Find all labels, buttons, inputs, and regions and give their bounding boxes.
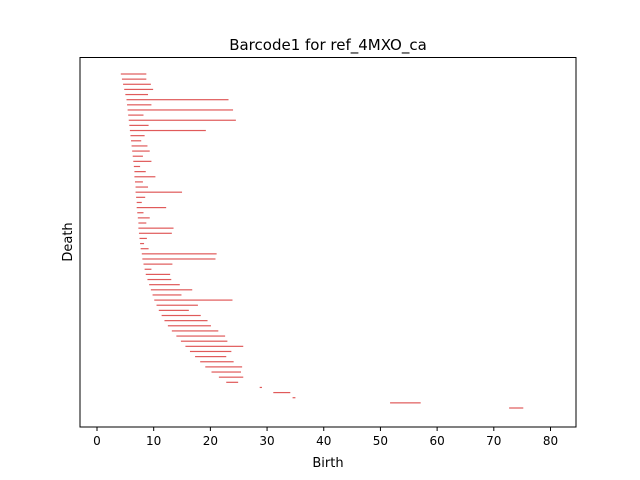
barcode-bar xyxy=(154,299,233,301)
barcode-bar xyxy=(127,104,152,106)
barcode-bar xyxy=(205,366,243,368)
barcode-bar xyxy=(124,88,154,91)
barcode-bar xyxy=(138,222,147,224)
barcode-bar xyxy=(136,196,146,198)
barcode-bar xyxy=(150,289,193,291)
barcode-bar xyxy=(176,335,226,337)
barcode-bar xyxy=(195,356,227,358)
x-tick-label: 80 xyxy=(543,434,558,448)
barcode-bar xyxy=(200,361,234,363)
barcode-bar xyxy=(211,371,241,373)
barcode-bar xyxy=(135,186,149,188)
barcode-bar xyxy=(189,350,232,353)
barcode-bar xyxy=(180,340,228,342)
barcode-bar xyxy=(126,99,229,101)
barcode-bar xyxy=(131,140,142,142)
barcode-bar xyxy=(130,135,145,137)
barcode-bar xyxy=(136,207,167,209)
barcode-bar xyxy=(140,242,145,245)
barcode-bar xyxy=(185,345,244,347)
barcode-bar xyxy=(161,314,201,317)
barcode-bar xyxy=(129,129,206,132)
barcode-bars xyxy=(120,73,524,409)
x-tick-label: 20 xyxy=(203,434,218,448)
chart-title: Barcode1 for ref_4MXO_ca xyxy=(229,36,427,55)
x-axis-ticks: 0 10 20 30 40 50 60 70 80 xyxy=(93,427,558,448)
barcode-bar xyxy=(145,273,171,275)
barcode-bar xyxy=(134,171,146,173)
x-axis-label: Birth xyxy=(312,456,343,471)
barcode-bar xyxy=(137,212,144,214)
barcode-bar xyxy=(131,145,148,147)
barcode-bar xyxy=(128,114,144,116)
barcode-bar xyxy=(139,237,147,240)
barcode-bar xyxy=(125,93,149,96)
barcode-bar xyxy=(137,217,150,219)
barcode-bar xyxy=(218,376,244,378)
barcode-bar xyxy=(134,181,143,183)
barcode-bar xyxy=(142,258,216,260)
barcode-bar xyxy=(140,248,149,250)
x-tick-label: 60 xyxy=(429,434,444,448)
barcode-bar xyxy=(120,73,147,75)
barcode-bar xyxy=(136,201,142,204)
barcode-bar xyxy=(135,191,183,193)
barcode-bar xyxy=(138,232,172,234)
plot-frame xyxy=(79,57,577,428)
barcode-bar xyxy=(292,397,296,399)
barcode-bar xyxy=(134,176,156,178)
barcode-bar xyxy=(127,109,234,111)
barcode-bar xyxy=(171,330,219,332)
barcode-bar xyxy=(143,263,173,265)
barcode-bar xyxy=(141,253,217,255)
barcode-bar xyxy=(129,124,149,126)
x-tick-label: 40 xyxy=(316,434,331,448)
barcode-bar xyxy=(144,268,152,270)
barcode-bar xyxy=(152,294,182,296)
x-tick-label: 70 xyxy=(486,434,501,448)
barcode-bar xyxy=(259,386,262,389)
barcode-bar xyxy=(132,150,150,152)
barcode-bar xyxy=(164,320,208,322)
barcode-bar xyxy=(156,304,198,306)
x-tick-label: 50 xyxy=(373,434,388,448)
barcode-bar xyxy=(121,78,147,80)
barcode-bar xyxy=(133,160,152,162)
barcode-bar xyxy=(273,391,291,394)
barcode-bar xyxy=(167,325,211,327)
barcode-bar xyxy=(147,278,172,281)
barcode-bar xyxy=(123,83,151,85)
barcode-bar xyxy=(149,284,180,286)
barcode-bar xyxy=(509,407,524,409)
barcode-bar xyxy=(132,155,143,157)
barcode-bar xyxy=(226,381,239,383)
barcode-bar xyxy=(133,165,141,168)
barcode-bar xyxy=(138,227,174,229)
x-tick-label: 10 xyxy=(146,434,161,448)
y-axis-label: Death xyxy=(61,222,76,261)
x-tick-label: 30 xyxy=(259,434,274,448)
barcode-bar xyxy=(158,309,189,311)
barcode-bar xyxy=(390,402,421,404)
x-tick-label: 0 xyxy=(93,434,101,448)
barcode-bar xyxy=(128,119,236,121)
